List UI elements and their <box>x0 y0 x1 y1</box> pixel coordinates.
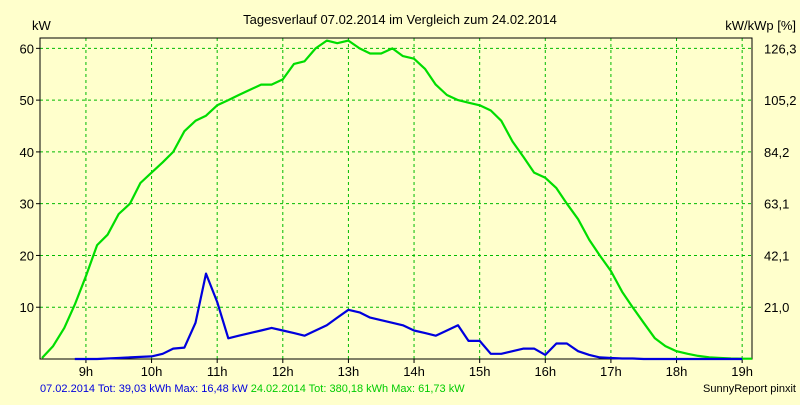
series-lines <box>41 39 752 361</box>
y-axis-label-left: kW <box>32 18 52 33</box>
footer-series2-summary: 24.02.2014 Tot: 380,18 kWh Max: 61,73 kW <box>250 383 465 395</box>
x-tick-label: 19h <box>731 364 753 379</box>
y-tick-label: 10 <box>20 300 34 315</box>
chart-title: Tagesverlauf 07.02.2014 im Vergleich zum… <box>243 12 557 27</box>
y2-tick-label: 105,2 <box>764 93 797 108</box>
y-tick-label: 40 <box>20 145 34 160</box>
y-axis-label-right: kW/kWp [%] <box>725 18 796 33</box>
series-line-1 <box>41 39 752 360</box>
grid-lines <box>40 38 752 359</box>
plot-frame <box>39 37 753 360</box>
y-tick-label: 50 <box>20 93 34 108</box>
tick-labels: 10 21,0 20 42,1 30 63,1 40 84,2 50 105,2 60 126,3 9h… <box>20 41 797 379</box>
x-tick-label: 15h <box>469 364 491 379</box>
x-tick-label: 10h <box>141 364 163 379</box>
y2-tick-label: 42,1 <box>764 248 789 263</box>
x-tick-label: 11h <box>207 364 228 379</box>
x-tick-label: 16h <box>534 364 556 379</box>
footer-series1-summary: 07.02.2014 Tot: 39,03 kWh Max: 16,48 kW <box>40 383 248 395</box>
y2-tick-label: 21,0 <box>764 300 789 315</box>
y-tick-label: 20 <box>20 248 34 263</box>
x-tick-label: 13h <box>338 364 360 379</box>
x-tick-label: 9h <box>79 364 93 379</box>
x-tick-label: 12h <box>272 364 294 379</box>
credit-text: SunnyReport pinxit <box>703 383 796 395</box>
y-tick-label: 60 <box>20 41 34 56</box>
series-line-2 <box>74 272 743 361</box>
x-tick-label: 14h <box>403 364 425 379</box>
axes <box>36 37 753 363</box>
x-tick-label: 17h <box>600 364 622 379</box>
y-tick-label: 30 <box>20 197 34 212</box>
y2-tick-label: 63,1 <box>764 197 789 212</box>
y2-tick-label: 84,2 <box>764 145 789 160</box>
chart-footer: 07.02.2014 Tot: 39,03 kWh Max: 16,48 kW … <box>40 382 465 396</box>
y2-tick-label: 126,3 <box>764 41 797 56</box>
x-tick-label: 18h <box>666 364 688 379</box>
